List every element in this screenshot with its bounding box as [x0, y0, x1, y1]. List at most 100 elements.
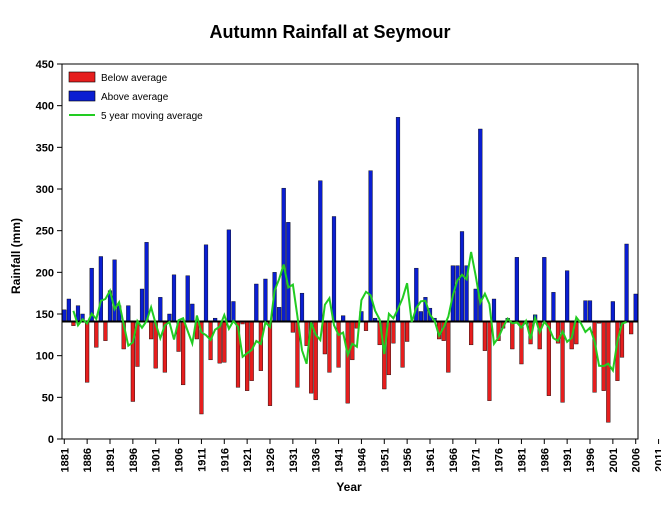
legend-label: Above average — [101, 92, 169, 103]
bar-below-average — [592, 321, 597, 393]
plot-frame — [61, 63, 639, 440]
bar-below-average — [350, 321, 355, 361]
x-tick-label: 1926 — [265, 448, 277, 472]
x-tick-label: 1886 — [82, 448, 94, 472]
x-tick-label: 1961 — [425, 448, 437, 472]
bar-above-average — [473, 288, 478, 322]
y-axis-label: Rainfall (mm) — [9, 218, 23, 294]
x-tick-label: 1916 — [219, 448, 231, 472]
bar-above-average — [190, 303, 195, 322]
bar-below-average — [391, 321, 396, 344]
legend-swatch — [68, 71, 96, 83]
bar-above-average — [254, 283, 259, 322]
bar-above-average — [263, 278, 268, 322]
x-tick-label: 1966 — [448, 448, 460, 472]
bar-below-average — [405, 321, 410, 342]
bar-above-average — [126, 305, 131, 322]
bar-above-average — [551, 292, 556, 322]
bar-above-average — [624, 243, 629, 322]
x-tick-label: 1946 — [356, 448, 368, 472]
bar-above-average — [98, 256, 103, 322]
x-tick-label: 1956 — [402, 448, 414, 472]
x-tick-label: 1901 — [151, 448, 163, 472]
x-tick-label: 1931 — [288, 448, 300, 472]
bar-below-average — [245, 321, 250, 391]
y-tick-label: 300 — [36, 184, 54, 196]
bar-below-average — [400, 321, 405, 368]
bar-above-average — [66, 298, 71, 322]
bar-below-average — [606, 321, 611, 423]
bar-below-average — [258, 321, 263, 371]
bar-below-average — [629, 321, 634, 335]
bar-below-average — [336, 321, 341, 368]
x-tick-label: 1976 — [494, 448, 506, 472]
plot-area: 0 50 100 150 200 250 300 350 400 450 1881 1886 1891 1… — [36, 59, 661, 472]
x-tick-label: 2001 — [608, 448, 620, 472]
y-tick-label: 200 — [36, 267, 54, 279]
moving-average-line — [72, 251, 627, 374]
x-tick-label: 1991 — [562, 448, 574, 472]
bar-below-average — [181, 321, 186, 386]
bar-above-average — [633, 293, 638, 322]
bar-below-average — [322, 321, 327, 355]
bar-above-average — [514, 257, 519, 322]
x-tick-label: 1941 — [334, 448, 346, 472]
bar-below-average — [363, 321, 369, 331]
y-tick-label: 0 — [48, 434, 54, 446]
x-tick-label: 2006 — [631, 448, 643, 472]
y-tick-label: 150 — [36, 309, 54, 321]
bar-above-average — [565, 270, 570, 322]
bar-below-average — [267, 321, 273, 406]
bar-above-average — [299, 292, 305, 322]
bar-above-average — [185, 275, 190, 322]
legend: Below average Above average 5 year moving … — [68, 71, 203, 122]
bar-above-average — [277, 307, 282, 322]
bar-above-average — [231, 301, 236, 322]
x-tick-label: 1881 — [59, 448, 71, 472]
bar-above-average — [167, 313, 172, 322]
bar-above-average — [226, 229, 231, 322]
bar-below-average — [382, 321, 387, 390]
bar-below-average — [103, 321, 108, 341]
x-tick-label: 1906 — [174, 448, 186, 472]
x-tick-label: 2011 — [654, 448, 661, 472]
bar-below-average — [487, 321, 492, 401]
legend-label: Below average — [101, 73, 168, 84]
x-axis-label: Year — [336, 480, 362, 494]
x-tick-label: 1911 — [196, 448, 208, 472]
bar-below-average — [482, 321, 487, 351]
bar-above-average — [583, 300, 588, 322]
x-tick-label: 1951 — [379, 448, 391, 472]
bar-above-average — [144, 242, 149, 322]
bar-above-average — [587, 300, 593, 322]
chart-title: Autumn Rainfall at Seymour — [209, 22, 450, 42]
bar-above-average — [112, 259, 117, 322]
bar-above-average — [542, 257, 547, 322]
legend-label: 5 year moving average — [101, 111, 203, 122]
bar-below-average — [199, 321, 204, 415]
bar-below-average — [222, 321, 227, 363]
bar-above-average — [139, 288, 145, 322]
bar-above-average — [610, 301, 615, 322]
x-tick-label: 1896 — [128, 448, 140, 472]
bar-below-average — [85, 321, 90, 383]
bar-below-average — [304, 321, 309, 346]
bar-above-average — [281, 187, 286, 322]
bar-above-average — [286, 222, 291, 322]
bar-below-average — [149, 321, 154, 340]
y-tick-label: 400 — [36, 101, 54, 113]
bar-above-average — [455, 265, 460, 322]
y-tick-label: 50 — [42, 392, 54, 404]
bar-above-average — [158, 297, 163, 322]
bar-above-average — [171, 274, 177, 322]
bar-above-average — [331, 216, 337, 322]
x-tick-label: 1986 — [539, 448, 551, 472]
bar-below-average — [94, 321, 99, 348]
x-tick-label: 1971 — [471, 448, 483, 472]
bar-above-average — [395, 117, 401, 322]
y-tick-label: 350 — [36, 142, 54, 154]
bar-above-average — [418, 311, 423, 322]
legend-swatch — [68, 90, 96, 102]
